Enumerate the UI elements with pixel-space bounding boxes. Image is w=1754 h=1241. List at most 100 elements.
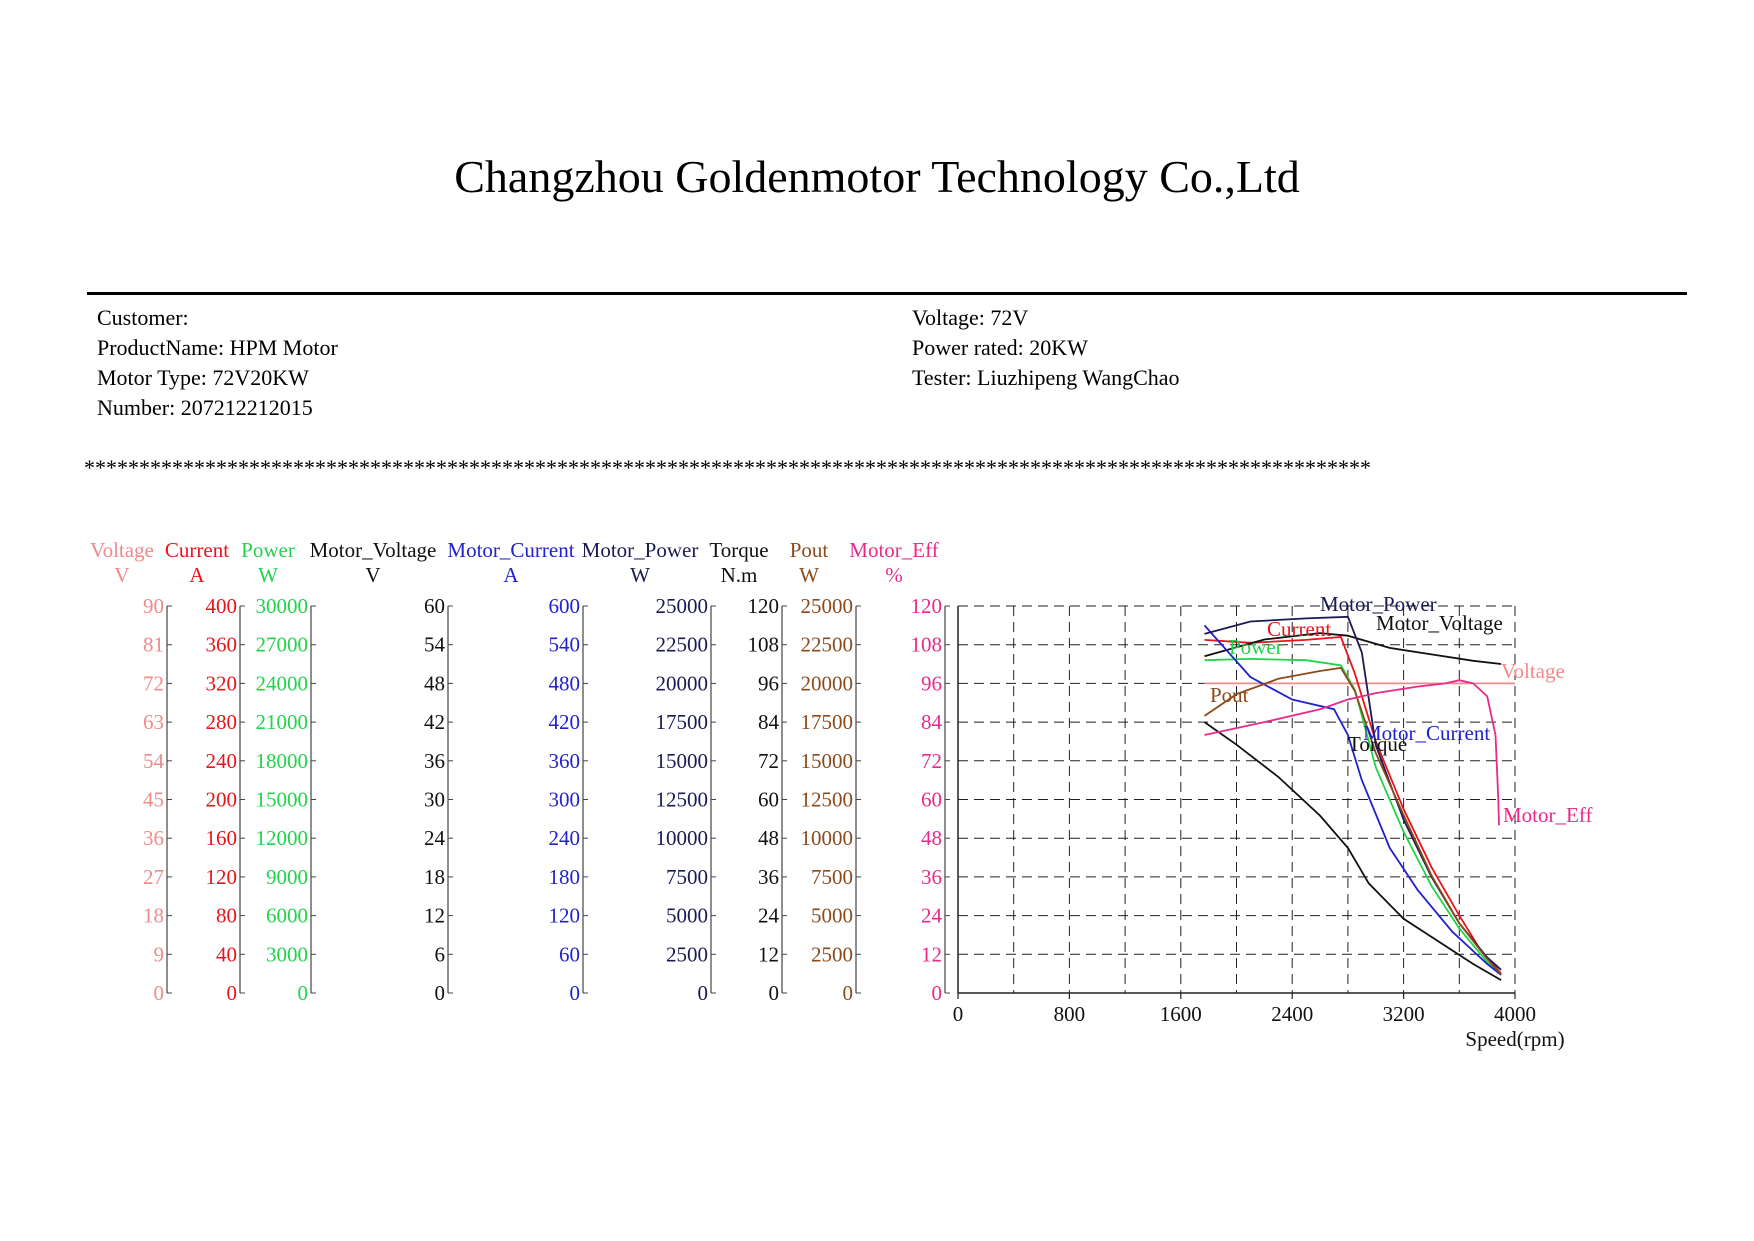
axis-tick-label: 320 xyxy=(206,671,238,695)
x-tick-label: 1600 xyxy=(1160,1002,1202,1026)
axis-tick-label: 27000 xyxy=(256,633,309,657)
separator-stars: ****************************************… xyxy=(84,455,1371,480)
info-left: Customer: ProductName: HPM Motor Motor T… xyxy=(97,303,338,423)
axis-tick-label: 12000 xyxy=(256,826,309,850)
axis-tick-label: 60 xyxy=(921,788,942,812)
axis-tick-label: 17500 xyxy=(801,710,854,734)
axis-unit-power: W xyxy=(258,563,278,587)
axis-tick-label: 72 xyxy=(758,749,779,773)
axis-unit-motor_eff: % xyxy=(885,563,903,587)
y-axes: VoltageV09182736455463728190CurrentA0408… xyxy=(90,538,950,1005)
axis-tick-label: 9 xyxy=(154,942,165,966)
axis-tick-label: 5000 xyxy=(811,904,853,928)
x-tick-label: 0 xyxy=(953,1002,964,1026)
axis-tick-label: 180 xyxy=(549,865,581,889)
motor-type-field: Motor Type: 72V20KW xyxy=(97,365,309,390)
axis-tick-label: 63 xyxy=(143,710,164,734)
axis-tick-label: 0 xyxy=(154,981,165,1005)
axis-tick-label: 48 xyxy=(921,826,942,850)
x-axis-label: Speed(rpm) xyxy=(1465,1027,1564,1051)
axis-tick-label: 15000 xyxy=(801,749,854,773)
axis-tick-label: 42 xyxy=(424,710,445,734)
voltage-field: Voltage: 72V xyxy=(912,305,1029,330)
axis-tick-label: 6000 xyxy=(266,904,308,928)
axis-tick-label: 20000 xyxy=(656,671,709,695)
axis-title-pout: Pout xyxy=(790,538,829,562)
axis-tick-label: 3000 xyxy=(266,942,308,966)
axis-tick-label: 72 xyxy=(143,671,164,695)
axis-unit-motor_current: A xyxy=(503,563,519,587)
axis-tick-label: 2500 xyxy=(811,942,853,966)
curve-label-power: Power xyxy=(1229,635,1283,659)
series-line-motor_eff xyxy=(1204,679,1500,826)
power-rated-field: Power rated: 20KW xyxy=(912,335,1088,360)
header-rule xyxy=(87,292,1687,295)
axis-tick-label: 9000 xyxy=(266,865,308,889)
axis-tick-label: 108 xyxy=(911,633,943,657)
axis-tick-label: 25000 xyxy=(656,594,709,618)
product-name-field: ProductName: HPM Motor xyxy=(97,335,338,360)
axis-tick-label: 36 xyxy=(424,749,445,773)
curve-label-motor_current: Motor_Current xyxy=(1363,721,1490,745)
axis-tick-label: 10000 xyxy=(801,826,854,850)
axis-tick-label: 15000 xyxy=(256,788,309,812)
axis-title-motor_voltage: Motor_Voltage xyxy=(310,538,437,562)
axis-tick-label: 84 xyxy=(921,710,943,734)
curve-label-voltage: Voltage xyxy=(1501,659,1565,683)
axis-tick-label: 18 xyxy=(424,865,445,889)
axis-tick-label: 60 xyxy=(559,942,580,966)
tester-field: Tester: Liuzhipeng WangChao xyxy=(912,365,1180,390)
x-tick-label: 3200 xyxy=(1383,1002,1425,1026)
info-right: Voltage: 72V Power rated: 20KW Tester: L… xyxy=(912,303,1180,393)
axis-tick-label: 22500 xyxy=(656,633,709,657)
axis-tick-label: 72 xyxy=(921,749,942,773)
axis-tick-label: 360 xyxy=(549,749,581,773)
axis-title-motor_current: Motor_Current xyxy=(447,538,574,562)
axis-tick-label: 84 xyxy=(758,710,780,734)
axis-unit-voltage: V xyxy=(114,563,129,587)
axis-tick-label: 27 xyxy=(143,865,164,889)
axis-tick-label: 24 xyxy=(921,904,943,928)
axis-tick-label: 600 xyxy=(549,594,581,618)
axis-tick-label: 15000 xyxy=(656,749,709,773)
axis-tick-label: 200 xyxy=(206,788,238,812)
axis-tick-label: 120 xyxy=(748,594,780,618)
series-line-torque xyxy=(1203,721,1502,981)
axis-tick-label: 45 xyxy=(143,788,164,812)
axis-tick-label: 300 xyxy=(549,788,581,812)
axis-tick-label: 0 xyxy=(932,981,943,1005)
axis-tick-label: 40 xyxy=(216,942,237,966)
series-line-pout xyxy=(1203,666,1502,976)
x-tick-label: 800 xyxy=(1054,1002,1086,1026)
axis-unit-motor_power: W xyxy=(630,563,650,587)
axis-tick-label: 81 xyxy=(143,633,164,657)
axis-tick-label: 12500 xyxy=(801,788,854,812)
customer-field: Customer: xyxy=(97,305,189,330)
axis-tick-label: 12 xyxy=(921,942,942,966)
axis-motor_eff: Motor_Eff% 0 12 24 36 48 60 72 84 96 108 120 xyxy=(849,538,950,1005)
axis-tick-label: 22500 xyxy=(801,633,854,657)
axis-title-voltage: Voltage xyxy=(90,538,154,562)
axis-tick-label: 7500 xyxy=(811,865,853,889)
axis-tick-label: 7500 xyxy=(666,865,708,889)
curve-label-torque: Torque xyxy=(1348,732,1407,756)
axis-tick-label: 108 xyxy=(748,633,780,657)
axis-tick-label: 120 xyxy=(549,904,581,928)
series-line-motor_current xyxy=(1203,624,1502,976)
axis-tick-label: 160 xyxy=(206,826,238,850)
axis-unit-torque: N.m xyxy=(721,563,758,587)
axis-tick-label: 0 xyxy=(435,981,446,1005)
axis-tick-label: 6 xyxy=(435,942,446,966)
axis-tick-label: 120 xyxy=(206,865,238,889)
axis-tick-label: 420 xyxy=(549,710,581,734)
axis-tick-label: 2500 xyxy=(666,942,708,966)
axis-tick-label: 0 xyxy=(227,981,238,1005)
axis-tick-label: 96 xyxy=(758,671,779,695)
